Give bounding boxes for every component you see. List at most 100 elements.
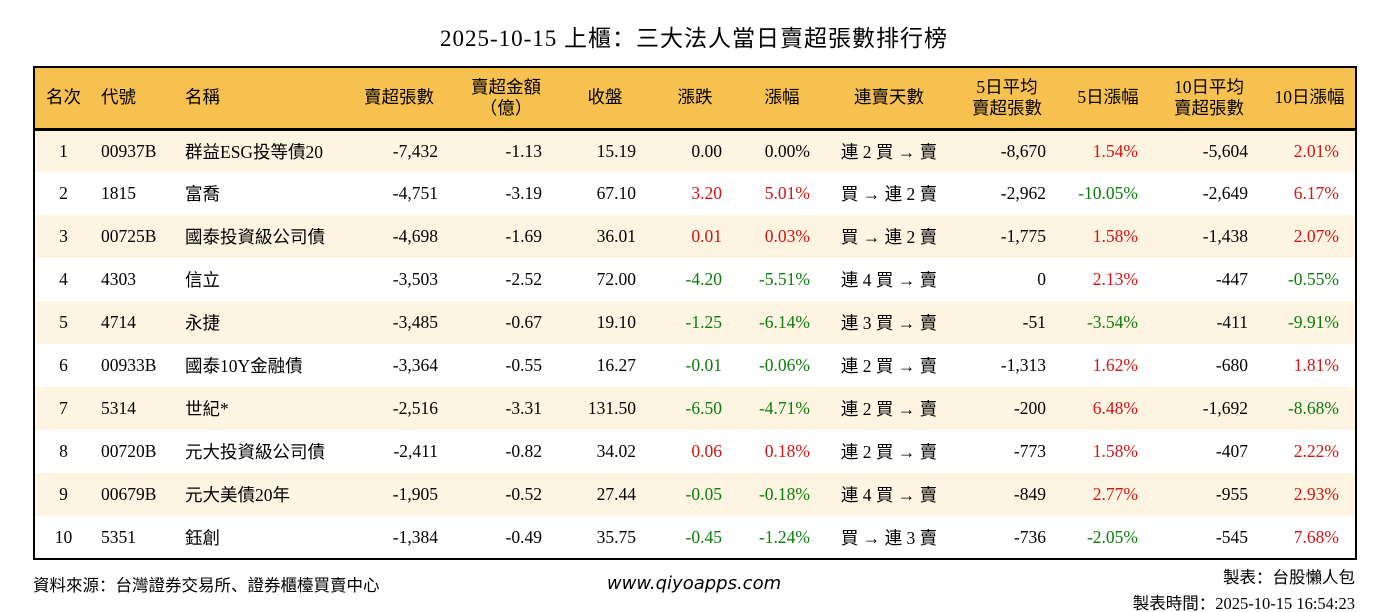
cell-chg: -0.05 <box>685 484 722 504</box>
made-time-line: 製表時間：2025-10-15 16:54:23 <box>1132 593 1356 612</box>
cell-sell_vol: -4,698 <box>392 226 438 246</box>
cell-code: 5351 <box>101 526 136 547</box>
cell-sell_vol: -1,384 <box>392 526 438 547</box>
cell-avg10: -447 <box>1215 269 1248 289</box>
cell-pct10: 1.81% <box>1293 355 1339 375</box>
table-row: 5 4714 永捷 -3,485 -0.67 19.10 -1.25 -6.14% 連 3 買 … <box>34 301 1356 344</box>
cell-sell_amt: -0.52 <box>505 484 542 504</box>
cell-sell_amt: -0.82 <box>505 441 542 461</box>
table-row: 2 1815 富喬 -4,751 -3.19 67.10 3.20 5.01% 買 → 連 2 … <box>34 172 1356 215</box>
cell-sell_amt: -1.13 <box>505 140 542 161</box>
cell-chg_pct: 0.03% <box>764 226 810 246</box>
cell-close: 36.01 <box>596 226 636 246</box>
cell-avg10: -545 <box>1215 526 1248 547</box>
cell-close: 15.19 <box>596 140 636 161</box>
cell-avg10: -1,438 <box>1202 226 1248 246</box>
cell-sell_amt: -0.67 <box>505 312 542 332</box>
cell-sell_vol: -1,905 <box>392 484 438 504</box>
cell-code: 00720B <box>101 441 157 461</box>
cell-pct10: 6.17% <box>1293 183 1339 203</box>
cell-avg5: 0 <box>1037 269 1046 289</box>
header-code: 代號 <box>92 67 176 131</box>
header-close: 收盤 <box>558 67 652 131</box>
cell-pct10: 2.01% <box>1293 140 1339 161</box>
table-body: 1 00937B 群益ESG投等債20 -7,432 -1.13 15.19 0.00 0.0… <box>34 129 1356 559</box>
table-row: 6 00933B 國泰10Y金融債 -3,364 -0.55 16.27 -0.01 -0.0… <box>34 344 1356 387</box>
cell-close: 67.10 <box>596 183 636 203</box>
cell-chg: 0.00 <box>691 140 722 161</box>
cell-avg5: -200 <box>1013 398 1046 418</box>
cell-pct5: -10.05% <box>1078 183 1138 203</box>
cell-code: 1815 <box>101 183 136 203</box>
header-sell-volume: 賣超張數 <box>344 67 454 131</box>
cell-avg10: -955 <box>1215 484 1248 504</box>
cell-name: 元大投資級公司債 <box>185 442 325 462</box>
header-avg5: 5日平均 賣超張數 <box>952 67 1062 131</box>
header-name: 名稱 <box>176 67 344 131</box>
cell-name: 信立 <box>185 270 220 290</box>
cell-pct10: 2.93% <box>1293 484 1339 504</box>
cell-pct10: -8.68% <box>1287 398 1339 418</box>
cell-name: 國泰10Y金融債 <box>185 356 303 376</box>
cell-pct5: -3.54% <box>1086 312 1138 332</box>
cell-sell_amt: -3.19 <box>505 183 542 203</box>
cell-name: 元大美債20年 <box>185 485 290 505</box>
cell-pct10: -0.55% <box>1287 269 1339 289</box>
cell-pct5: 2.77% <box>1092 484 1138 504</box>
cell-name: 永捷 <box>185 313 220 333</box>
cell-code: 00679B <box>101 484 157 504</box>
header-rank: 名次 <box>34 67 92 131</box>
cell-chg_pct: 5.01% <box>764 183 810 203</box>
cell-chg_pct: -5.51% <box>758 269 810 289</box>
table-row: 9 00679B 元大美債20年 -1,905 -0.52 27.44 -0.05 -0.18… <box>34 473 1356 516</box>
cell-name: 富喬 <box>185 184 220 204</box>
cell-rank: 7 <box>59 398 68 418</box>
cell-avg5: -849 <box>1013 484 1046 504</box>
cell-sell_vol: -2,411 <box>393 441 438 461</box>
cell-sell_amt: -3.31 <box>505 398 542 418</box>
cell-pct5: 1.58% <box>1092 226 1138 246</box>
cell-chg: 0.01 <box>691 226 722 246</box>
cell-pct10: 7.68% <box>1293 526 1339 547</box>
cell-pct5: -2.05% <box>1086 526 1138 547</box>
cell-close: 34.02 <box>596 441 636 461</box>
table-row: 8 00720B 元大投資級公司債 -2,411 -0.82 34.02 0.06 0.18%… <box>34 430 1356 473</box>
cell-streak: 買 → 連 2 賣 <box>840 184 938 204</box>
cell-sell_vol: -4,751 <box>392 183 438 203</box>
cell-rank: 3 <box>59 226 68 246</box>
table-row: 10 5351 鈺創 -1,384 -0.49 35.75 -0.45 -1.24% 買 → 連… <box>34 516 1356 559</box>
cell-pct10: 2.07% <box>1293 226 1339 246</box>
cell-name: 群益ESG投等債20 <box>185 141 324 162</box>
cell-avg5: -2,962 <box>1000 183 1046 203</box>
page-title: 2025-10-15 上櫃：三大法人當日賣超張數排行榜 <box>439 26 949 51</box>
cell-chg_pct: 0.00% <box>764 140 810 161</box>
credit-block: 製表：台股懶人包 製表時間：2025-10-15 16:54:23 <box>781 565 1355 612</box>
website-text: www.qiyoapps.com <box>606 573 782 594</box>
maker-line: 製表：台股懶人包 <box>1223 568 1356 587</box>
cell-avg10: -680 <box>1215 355 1248 375</box>
cell-pct5: 2.13% <box>1092 269 1138 289</box>
table-row: 4 4303 信立 -3,503 -2.52 72.00 -4.20 -5.51% 連 4 買 … <box>34 258 1356 301</box>
cell-chg: 0.06 <box>691 441 722 461</box>
footer: 資料來源：台灣證券交易所、證券櫃檯買賣中心 www.qiyoapps.com 製… <box>33 565 1355 612</box>
table-row: 7 5314 世紀* -2,516 -3.31 131.50 -6.50 -4.71% 連 2 … <box>34 387 1356 430</box>
cell-code: 4714 <box>101 312 136 332</box>
cell-streak: 連 2 買 → 賣 <box>840 356 938 376</box>
cell-rank: 1 <box>59 140 68 161</box>
cell-rank: 9 <box>59 484 68 504</box>
cell-rank: 10 <box>54 526 73 547</box>
cell-sell_vol: -3,503 <box>392 269 438 289</box>
cell-avg10: -2,649 <box>1202 183 1248 203</box>
cell-name: 世紀* <box>185 399 229 419</box>
cell-avg10: -1,692 <box>1202 398 1248 418</box>
cell-pct5: 1.62% <box>1092 355 1138 375</box>
cell-avg5: -1,313 <box>1000 355 1046 375</box>
cell-sell_vol: -7,432 <box>392 140 438 161</box>
cell-close: 72.00 <box>596 269 636 289</box>
cell-avg5: -51 <box>1022 312 1046 332</box>
cell-streak: 連 2 買 → 賣 <box>840 399 938 419</box>
cell-pct5: 1.58% <box>1092 441 1138 461</box>
cell-streak: 連 4 買 → 賣 <box>840 485 938 505</box>
cell-chg: -0.01 <box>685 355 722 375</box>
